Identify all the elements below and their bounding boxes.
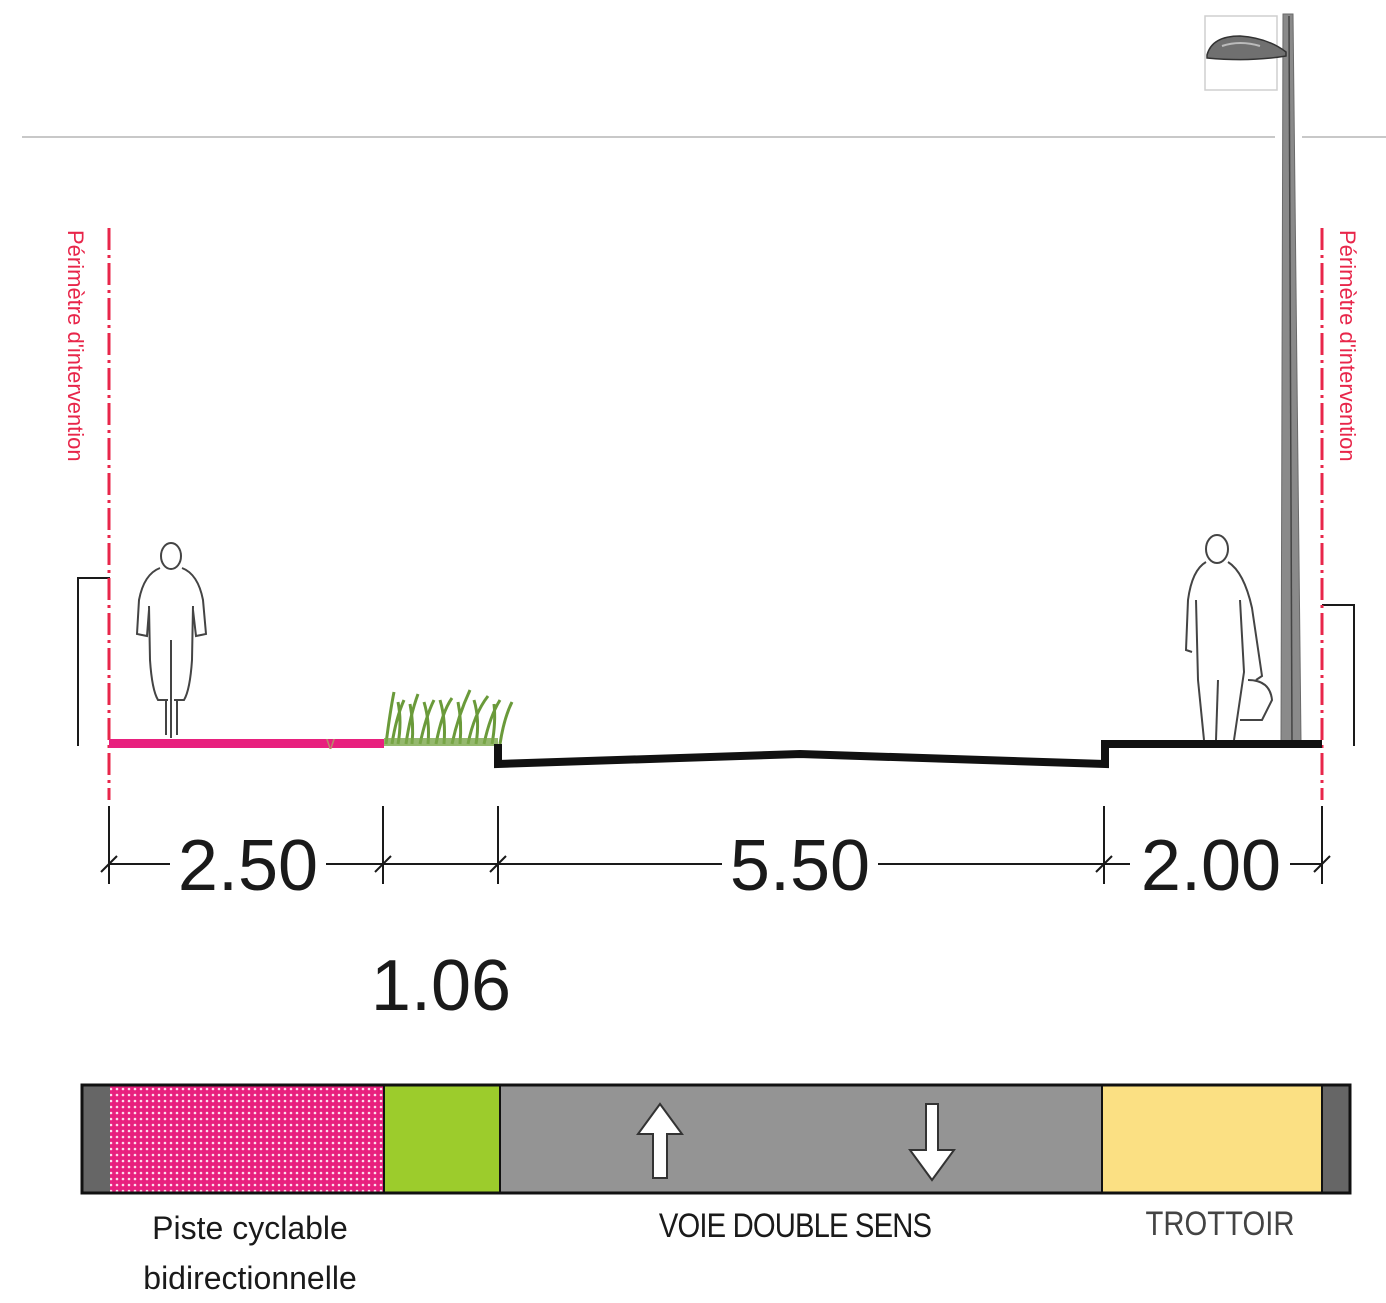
legend-label-cycle-line2: bidirectionnelle xyxy=(143,1260,357,1296)
legend-label-carriageway: VOIE DOUBLE SENS xyxy=(658,1207,932,1245)
cyclist-figure-icon xyxy=(135,542,208,738)
dimension-lines xyxy=(100,806,1331,884)
arrow-down-icon xyxy=(908,1103,956,1182)
perimeter-label-left: Périmètre d'intervention xyxy=(63,230,88,462)
dimension-sidewalk: 2.00 xyxy=(1141,826,1281,906)
grass-planting-icon xyxy=(384,689,514,745)
dimension-planting: 1.06 xyxy=(371,946,511,1026)
cycle-track-mark: v xyxy=(326,733,335,753)
legend-edge-left xyxy=(82,1085,110,1193)
street-lamp-icon xyxy=(1204,13,1302,743)
arrow-up-icon xyxy=(636,1102,684,1179)
legend-label-cycle-track: Piste cyclable bidirectionnelle xyxy=(100,1203,400,1303)
left-building-edge xyxy=(77,577,110,746)
legend-planting xyxy=(384,1085,500,1193)
legend-bar xyxy=(80,1083,1352,1195)
legend-carriageway xyxy=(500,1085,1102,1193)
legend-edge-right xyxy=(1322,1085,1350,1193)
legend-label-cycle-line1: Piste cyclable xyxy=(152,1210,348,1246)
dimension-carriageway: 5.50 xyxy=(730,826,870,906)
pedestrian-figure-icon xyxy=(1184,534,1274,741)
legend-cycle-track xyxy=(110,1085,384,1193)
legend-sidewalk xyxy=(1102,1085,1322,1193)
perimeter-label-right: Périmètre d'intervention xyxy=(1335,230,1360,462)
legend-label-sidewalk: TROTTOIR xyxy=(1145,1205,1295,1243)
carriageway-surface xyxy=(494,740,1322,769)
right-building-edge xyxy=(1322,604,1355,746)
cycle-track-surface xyxy=(109,739,384,748)
dimension-cycle-track: 2.50 xyxy=(178,826,318,906)
planting-ground xyxy=(384,738,498,746)
